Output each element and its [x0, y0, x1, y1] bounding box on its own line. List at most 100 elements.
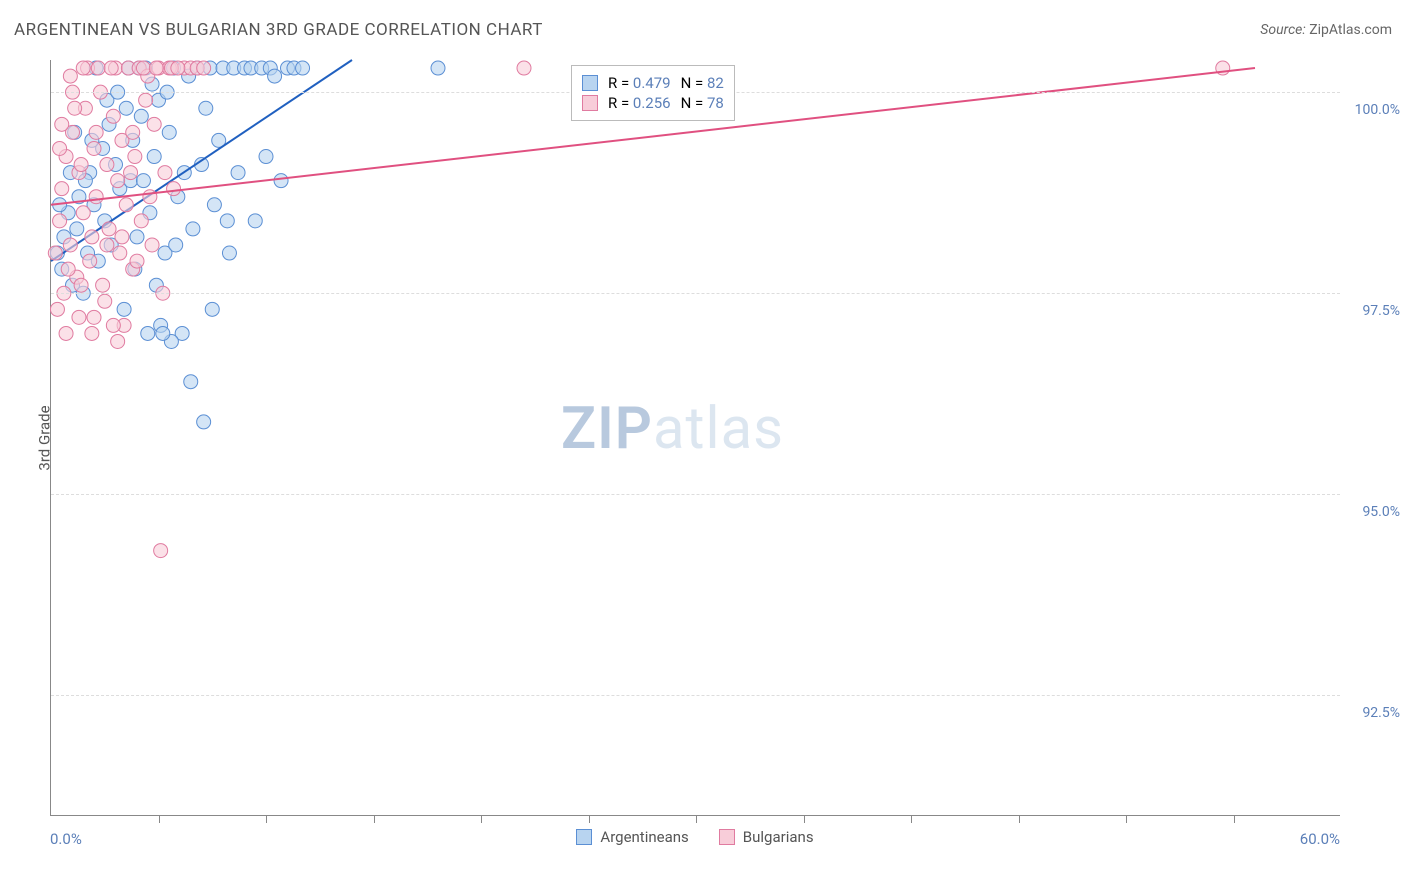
data-point	[115, 230, 129, 244]
data-point	[89, 190, 103, 204]
y-tick-label: 92.5%	[1362, 705, 1400, 721]
data-point	[141, 326, 155, 340]
data-point	[74, 158, 88, 172]
stats-row: R = 0.256 N = 78	[582, 94, 724, 112]
data-point	[259, 150, 273, 164]
data-point	[104, 61, 118, 75]
grid-line	[51, 695, 1340, 696]
data-point	[100, 238, 114, 252]
stats-row: R = 0.479 N = 82	[582, 74, 724, 92]
data-point	[134, 109, 148, 123]
x-tick	[266, 815, 267, 823]
x-tick	[696, 815, 697, 823]
legend-swatch	[719, 829, 735, 845]
data-point	[53, 141, 67, 155]
data-point	[222, 246, 236, 260]
legend-swatch	[576, 829, 592, 845]
data-point	[158, 166, 172, 180]
data-point	[147, 117, 161, 131]
x-tick	[159, 815, 160, 823]
grid-line	[51, 293, 1340, 294]
data-point	[136, 61, 150, 75]
data-point	[220, 214, 234, 228]
legend-item: Argentineans	[576, 828, 688, 846]
data-point	[431, 61, 445, 75]
data-point	[130, 254, 144, 268]
x-tick	[911, 815, 912, 823]
stat-r-label: R = 0.256	[608, 94, 671, 112]
legend-item: Bulgarians	[719, 828, 814, 846]
data-point	[156, 326, 170, 340]
data-point	[111, 334, 125, 348]
data-point	[197, 61, 211, 75]
stats-swatch	[582, 95, 598, 111]
data-point	[268, 69, 282, 83]
data-point	[248, 214, 262, 228]
data-point	[134, 214, 148, 228]
data-point	[91, 61, 105, 75]
data-point	[117, 302, 131, 316]
data-point	[106, 109, 120, 123]
grid-line	[51, 494, 1340, 495]
legend-bottom: Argentineans Bulgarians	[50, 828, 1340, 846]
data-point	[63, 69, 77, 83]
data-point	[55, 182, 69, 196]
data-point	[149, 61, 163, 75]
data-point	[162, 125, 176, 139]
data-point	[61, 262, 75, 276]
chart-title: ARGENTINEAN VS BULGARIAN 3RD GRADE CORRE…	[14, 20, 543, 40]
data-point	[119, 101, 133, 115]
data-point	[85, 326, 99, 340]
data-point	[119, 198, 133, 212]
data-point	[100, 158, 114, 172]
data-point	[197, 415, 211, 429]
x-tick	[1126, 815, 1127, 823]
y-tick-label: 95.0%	[1362, 504, 1400, 520]
data-point	[136, 174, 150, 188]
data-point	[53, 214, 67, 228]
data-point	[83, 254, 97, 268]
source-value: ZipAtlas.com	[1309, 22, 1392, 38]
x-tick	[1019, 815, 1020, 823]
stat-n-label: N = 78	[681, 94, 724, 112]
data-point	[128, 150, 142, 164]
data-point	[87, 310, 101, 324]
data-point	[87, 141, 101, 155]
legend-label: Bulgarians	[743, 828, 814, 846]
data-point	[130, 230, 144, 244]
data-point	[207, 198, 221, 212]
data-point	[76, 61, 90, 75]
data-point	[98, 294, 112, 308]
stat-n-label: N = 82	[681, 74, 724, 92]
data-point	[48, 246, 62, 260]
data-point	[145, 238, 159, 252]
x-tick	[589, 815, 590, 823]
data-point	[85, 230, 99, 244]
data-point	[205, 302, 219, 316]
x-tick	[481, 815, 482, 823]
data-point	[171, 61, 185, 75]
data-point	[154, 544, 168, 558]
data-point	[74, 278, 88, 292]
data-point	[55, 117, 69, 131]
data-point	[96, 278, 110, 292]
stat-r-label: R = 0.479	[608, 74, 671, 92]
data-point	[169, 238, 183, 252]
data-point	[106, 318, 120, 332]
data-point	[143, 190, 157, 204]
data-point	[76, 206, 90, 220]
data-point	[139, 93, 153, 107]
x-tick	[1234, 815, 1235, 823]
data-point	[517, 61, 531, 75]
data-point	[296, 61, 310, 75]
x-tick	[804, 815, 805, 823]
chart-plot-area: 100.0%97.5%95.0%92.5%ZIPatlasR = 0.479N …	[50, 60, 1340, 816]
source-label: Source:	[1260, 22, 1305, 38]
data-point	[50, 302, 64, 316]
data-point	[184, 375, 198, 389]
data-point	[124, 166, 138, 180]
legend-label: Argentineans	[600, 828, 688, 846]
data-point	[68, 101, 82, 115]
data-point	[126, 125, 140, 139]
data-point	[63, 238, 77, 252]
